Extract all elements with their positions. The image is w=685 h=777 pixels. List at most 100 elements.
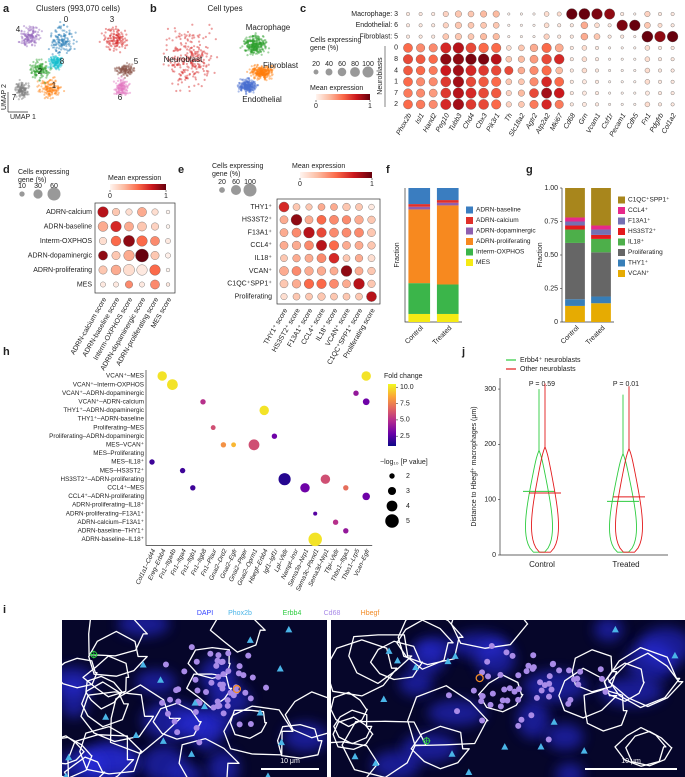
umap-cell [61,29,64,32]
umap-cell [198,65,201,68]
umap-cell [190,61,194,64]
umap-cell [196,45,199,49]
umap-cell [186,77,189,80]
umap-cell [63,40,66,43]
umap-cell [118,36,121,39]
umap-cell [55,61,58,64]
umap-cell [63,35,66,38]
umap-cell [120,69,123,73]
umap-cell [187,56,191,59]
umap-cell [257,37,260,40]
umap-cell [60,44,64,47]
umap-cell [171,39,174,42]
umap-cell [264,76,267,79]
umap-cell [20,93,23,96]
umap-cell [173,63,176,67]
dot [541,87,552,99]
umap-cell [123,67,126,70]
umap-cell [57,36,60,39]
umap-cell [29,39,33,42]
umap-cell [121,85,124,88]
umap-cell [250,45,254,48]
umap-cell [36,70,39,73]
umap-cell [190,53,193,56]
umap-cell [185,76,188,79]
dot [633,69,637,72]
legend-label: ADRN-dopaminergic [476,228,536,235]
umap-cell [46,80,49,84]
umap-cell [119,79,122,82]
cd68-spot [525,662,532,669]
umap-cell [257,38,260,42]
legend-label: CCL4⁺ [628,207,649,214]
dot [644,22,651,29]
umap-cell [123,86,127,89]
umap-cell [27,38,30,42]
umap-cell [64,42,67,45]
umap-cell [25,35,29,38]
umap-cell [44,67,47,70]
umap-cell [243,49,246,52]
cd68-spot [479,717,486,724]
umap-cell [41,67,44,70]
umap-cell [58,57,62,60]
dot [554,77,564,87]
cluster-label: 7 [12,93,17,102]
umap-cell [58,60,61,64]
umap-cell [49,56,53,59]
umap-cell [40,63,43,66]
umap-cell [56,66,59,69]
umap-cell [119,91,122,95]
umap-cell [213,71,216,74]
umap-cell [22,94,25,98]
umap-cell [252,48,255,52]
dot [491,88,502,99]
umap-cell [50,87,53,90]
umap-cell [112,40,115,43]
umap-cell [129,71,133,74]
umap-cell [53,65,56,68]
umap-cell [43,91,46,94]
dot [110,235,122,247]
umap-cell [31,25,35,28]
dot [529,54,539,64]
umap-cell [261,48,264,51]
umap-cell [51,61,55,64]
axis-label: UMAP 2 [1,84,8,110]
umap-cell [165,48,168,51]
umap-cell [41,67,44,70]
dot [316,215,327,225]
umap-cell [26,91,29,94]
umap-cell [121,92,124,95]
umap-cell [253,44,256,48]
umap-cell [48,90,52,93]
umap-cell [185,76,188,80]
umap-cell [27,40,31,44]
umap-cell [39,70,42,73]
dot [580,32,589,41]
umap-cell [256,50,260,53]
umap-cell [180,78,183,81]
umap-cell [29,25,33,29]
umap-cell [182,57,185,60]
dot [150,236,160,246]
umap-cell [262,40,265,43]
cd68-spot [236,721,243,728]
umap-cell [178,72,181,76]
bar-segment [436,202,459,206]
umap-cell [260,69,263,72]
umap-cell [27,27,30,31]
umap-cell [47,79,51,83]
umap-cell [179,58,182,61]
cd68-spot [497,671,504,678]
umap-cell [120,84,123,87]
umap-cell [120,84,123,88]
umap-cell [21,36,24,39]
umap-cell [116,84,119,87]
umap-cell [53,60,56,64]
umap-cell [40,73,43,76]
umap-cell [53,46,56,49]
dot [112,208,120,216]
umap-cell [49,65,52,68]
dot [595,102,599,107]
